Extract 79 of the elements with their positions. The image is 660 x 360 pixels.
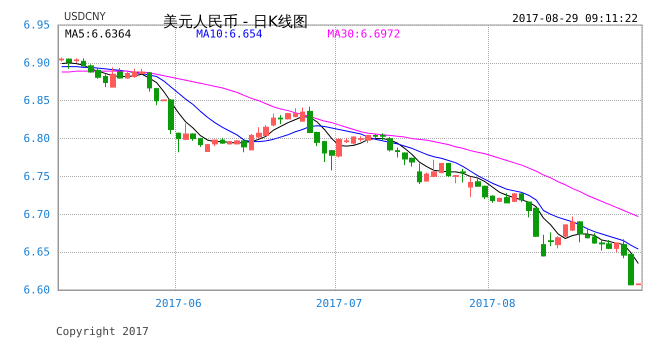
candlestick: [555, 236, 561, 249]
candlestick: [395, 147, 400, 158]
text: MA30:6.6972: [327, 28, 400, 40]
candlestick: [570, 216, 575, 232]
candlestick: [387, 136, 393, 152]
candlestick: [417, 163, 422, 184]
candlestick: [241, 140, 247, 153]
candlestick: [424, 172, 429, 182]
candlestick: [110, 66, 116, 88]
candlestick: [563, 224, 568, 238]
y-tick-label: 6.90: [24, 56, 50, 70]
candlestick: [249, 134, 254, 150]
candlestick: [519, 192, 524, 203]
candlestick: [234, 140, 240, 146]
text: USDCNY: [64, 10, 106, 23]
candlestick: [439, 162, 444, 174]
candlestick: [351, 136, 356, 146]
candlestick: [336, 137, 342, 158]
line-series: [61, 70, 639, 218]
y-tick-label: 6.60: [24, 284, 50, 296]
candlestick: [227, 140, 232, 146]
candlestick: [205, 143, 210, 152]
candlestick: [125, 70, 130, 80]
candlestick: [168, 98, 174, 135]
candlestick: [81, 58, 86, 68]
candlestick: [198, 137, 203, 148]
candlestick: [176, 132, 181, 153]
candlestick: [453, 174, 459, 184]
candlestick: [548, 232, 554, 247]
candlestick: [592, 232, 597, 244]
y-tick-label: 6.80: [24, 132, 50, 146]
candlestick: [541, 234, 546, 258]
candlestick: [577, 220, 583, 243]
candlestick: [490, 194, 495, 204]
candlestick: [103, 74, 108, 88]
candlestick: [132, 68, 137, 78]
candlestick: [154, 87, 159, 106]
candlestick: [431, 159, 437, 178]
candlestick: [190, 132, 196, 142]
candlestick: [380, 132, 386, 141]
y-tick-label: 6.65: [24, 246, 50, 259]
candlestick: [614, 242, 619, 253]
candlestick: [497, 197, 502, 203]
y-tick-label: 6.70: [24, 208, 50, 221]
candlestick: [59, 57, 64, 62]
y-tick-label: 6.75: [24, 170, 50, 183]
candlestick: [293, 108, 298, 118]
candlestick: [300, 107, 305, 122]
candlestick: [139, 68, 145, 75]
candlestick: [512, 192, 517, 203]
candlestick: [460, 168, 466, 183]
candlestick: [117, 68, 123, 80]
candlestick: [504, 192, 510, 204]
candlestick: [278, 114, 283, 125]
text: MA5:6.6364: [65, 28, 132, 40]
candlestick: [212, 138, 218, 147]
y-tick-label: 6.95: [24, 18, 50, 32]
y-tick-label: 6.85: [24, 94, 50, 108]
chart-title: 美元人民币 - 日K线图: [163, 12, 308, 30]
candlestick: [147, 71, 152, 92]
candlestick: [183, 122, 189, 141]
x-tick-label: 2017-06: [155, 297, 202, 310]
x-tick-label: 2017-08: [469, 297, 516, 310]
candlestick: [585, 227, 590, 240]
x-tick-label: 2017-07: [316, 297, 362, 310]
candlestick: [344, 137, 349, 144]
candlestick: [373, 134, 378, 140]
text: MA10:6.654: [196, 28, 263, 40]
candlestick: [285, 112, 291, 120]
candlestick: [74, 58, 79, 64]
candlestick: [271, 113, 276, 127]
candlestick: [468, 176, 473, 198]
text: Copyright 2017: [56, 325, 149, 338]
candlestick: [66, 58, 72, 70]
text: 2017-08-29 09:11:22: [512, 12, 638, 25]
candlestick: [322, 140, 327, 163]
candlestick: [329, 149, 335, 171]
candlestick: [220, 137, 225, 144]
candlestick: [446, 162, 451, 178]
